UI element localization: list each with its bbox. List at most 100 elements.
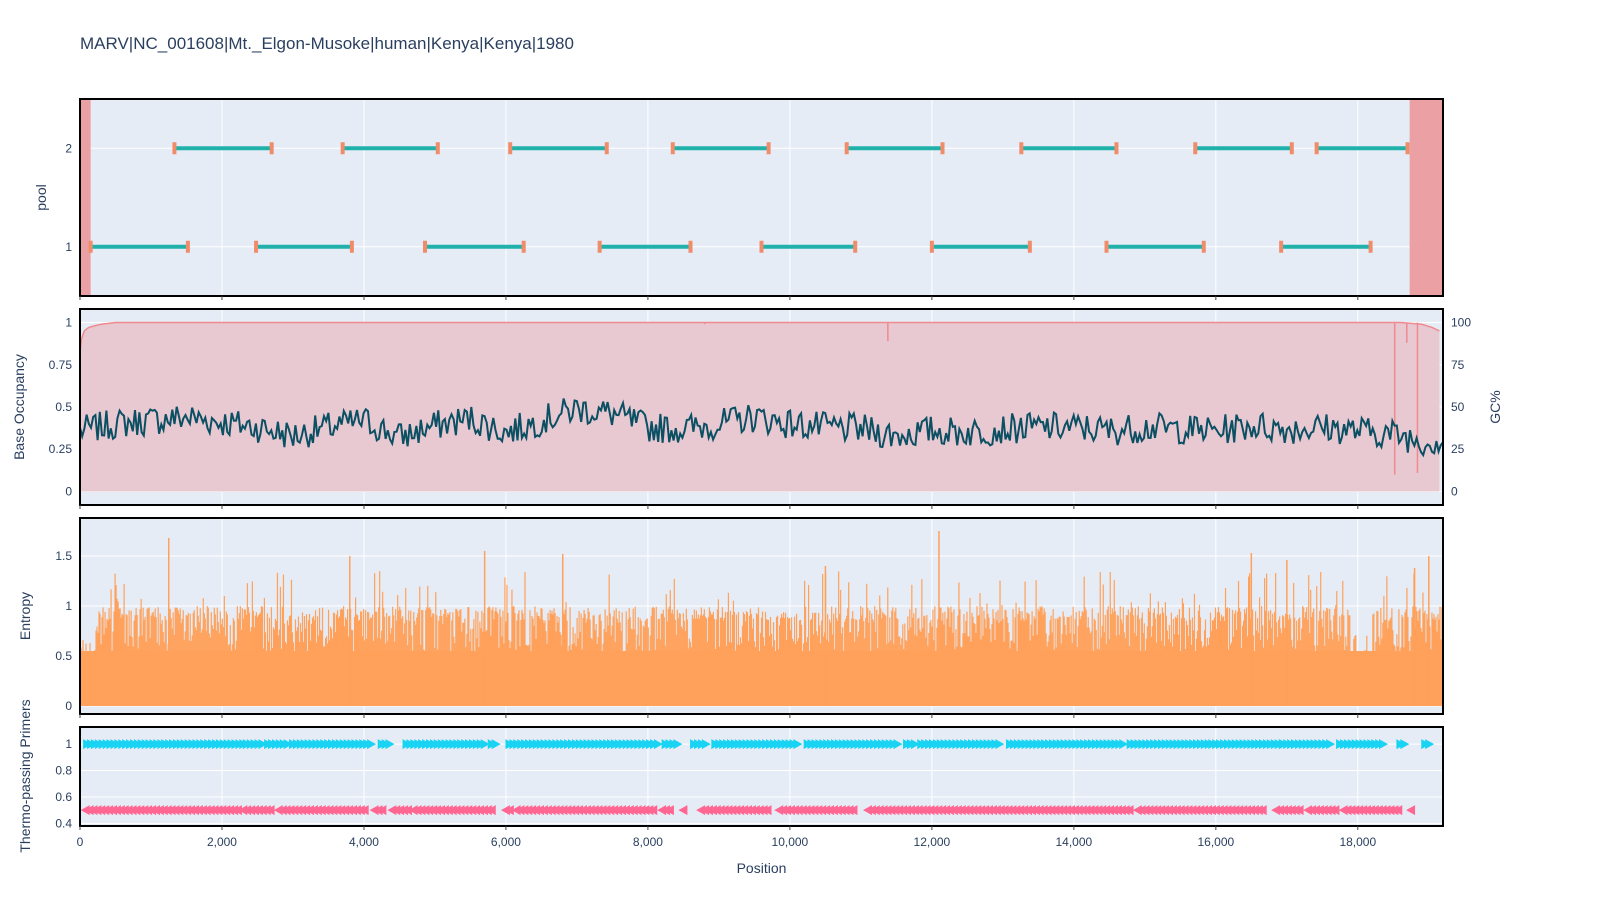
primer-end-marker xyxy=(853,240,858,253)
y-tick-label: 0.6 xyxy=(55,790,72,804)
y-tick-label: 1 xyxy=(65,599,72,613)
forward-primer-marker xyxy=(1425,739,1435,750)
masked-region xyxy=(80,99,91,296)
y-tick-label: 1 xyxy=(65,737,72,751)
y-tick-label: 2 xyxy=(65,141,72,155)
forward-primer-marker xyxy=(1119,739,1129,750)
x-tick-label: 0 xyxy=(77,835,84,849)
x-axis-title: Position xyxy=(737,860,787,876)
panel-border xyxy=(79,308,1444,506)
forward-primer-marker xyxy=(910,739,920,750)
primer-end-marker xyxy=(521,240,526,253)
y2-axis-title: GC% xyxy=(1487,390,1503,423)
y-tick-label: 1.5 xyxy=(55,549,72,563)
y-tick-label: 0.5 xyxy=(55,649,72,663)
primer-end-marker xyxy=(844,142,849,155)
primer-end-marker xyxy=(1368,240,1373,253)
primer-end-marker xyxy=(1193,142,1198,155)
forward-primer-marker xyxy=(480,739,490,750)
primer-end-marker xyxy=(688,240,693,253)
forward-primer-marker xyxy=(673,739,683,750)
y-tick-label: 0.8 xyxy=(55,764,72,778)
primer-end-marker xyxy=(1027,240,1032,253)
primer-end-marker xyxy=(172,142,177,155)
y-tick-label: 0.25 xyxy=(49,442,73,456)
forward-primer-marker xyxy=(385,739,395,750)
forward-primer-marker xyxy=(995,739,1005,750)
primer-end-marker xyxy=(508,142,513,155)
primer-end-marker xyxy=(349,240,354,253)
reverse-primer-marker xyxy=(1257,805,1267,816)
reverse-primer-marker xyxy=(504,805,514,816)
primer-end-marker xyxy=(1104,240,1109,253)
panel-border xyxy=(79,98,1444,297)
forward-primer-marker xyxy=(258,739,268,750)
primer-end-marker xyxy=(597,240,602,253)
reverse-primer-marker xyxy=(1294,805,1304,816)
y-tick-label: 0 xyxy=(65,484,72,498)
y-axis-title: Entropy xyxy=(17,592,33,640)
primer-end-marker xyxy=(269,142,274,155)
forward-primer-marker xyxy=(653,739,663,750)
primer-end-marker xyxy=(1289,142,1294,155)
forward-primer-marker xyxy=(793,739,803,750)
reverse-primer-marker xyxy=(486,805,496,816)
reverse-primer-marker xyxy=(377,805,387,816)
primer-end-marker xyxy=(929,240,934,253)
reverse-primer-marker xyxy=(359,805,369,816)
forward-primer-marker xyxy=(367,739,377,750)
forward-primers xyxy=(83,739,1435,750)
x-tick-label: 6,000 xyxy=(491,835,521,849)
x-tick-label: 2,000 xyxy=(207,835,237,849)
y2-tick-label: 0 xyxy=(1451,484,1458,498)
panel-border xyxy=(79,517,1444,715)
reverse-primer-marker xyxy=(664,805,674,816)
y-tick-label: 0.5 xyxy=(55,400,72,414)
primer-end-marker xyxy=(766,142,771,155)
primer-end-marker xyxy=(340,142,345,155)
x-tick-label: 14,000 xyxy=(1056,835,1093,849)
occupancy-line xyxy=(79,321,1440,354)
reverse-primer-marker xyxy=(1406,805,1416,816)
y-axis-title: Base Occupancy xyxy=(11,354,27,460)
y2-tick-label: 25 xyxy=(1451,442,1465,456)
reverse-primer-marker xyxy=(762,805,772,816)
panel-border xyxy=(79,726,1444,827)
y2-tick-label: 100 xyxy=(1451,316,1471,330)
reverse-primer-marker xyxy=(648,805,658,816)
y2-tick-label: 50 xyxy=(1451,400,1465,414)
primer-end-marker xyxy=(1314,142,1319,155)
forward-primer-marker xyxy=(701,739,711,750)
reverse-primer-marker xyxy=(848,805,858,816)
primer-end-marker xyxy=(604,142,609,155)
forward-primer-marker xyxy=(1326,739,1336,750)
primer-end-marker xyxy=(254,240,259,253)
y-tick-label: 1 xyxy=(65,240,72,254)
gc-line xyxy=(79,398,1444,458)
forward-primer-marker xyxy=(893,739,903,750)
reverse-primer-marker xyxy=(402,805,412,816)
primer-end-marker xyxy=(1405,142,1410,155)
masked-region xyxy=(1409,99,1443,296)
y-axis-title: Thermo-passing Primers xyxy=(17,699,33,852)
primer-end-marker xyxy=(435,142,440,155)
primer-end-marker xyxy=(185,240,190,253)
primer-end-marker xyxy=(940,142,945,155)
primer-end-marker xyxy=(1114,142,1119,155)
primer-end-marker xyxy=(423,240,428,253)
y-tick-label: 1 xyxy=(65,316,72,330)
primer-end-marker xyxy=(1279,240,1284,253)
x-tick-label: 8,000 xyxy=(633,835,663,849)
y-tick-label: 0.4 xyxy=(55,816,72,830)
chart-title: MARV|NC_001608|Mt._Elgon-Musoke|human|Ke… xyxy=(80,34,574,53)
primer-end-marker xyxy=(1019,142,1024,155)
reverse-primer-marker xyxy=(1393,805,1403,816)
x-tick-label: 18,000 xyxy=(1339,835,1376,849)
y-tick-label: 0 xyxy=(65,699,72,713)
y2-tick-label: 75 xyxy=(1451,358,1465,372)
entropy-base-fill xyxy=(80,651,1443,706)
occupancy-area xyxy=(80,322,1440,492)
reverse-primer-marker xyxy=(265,805,275,816)
panel-background xyxy=(80,99,1443,296)
